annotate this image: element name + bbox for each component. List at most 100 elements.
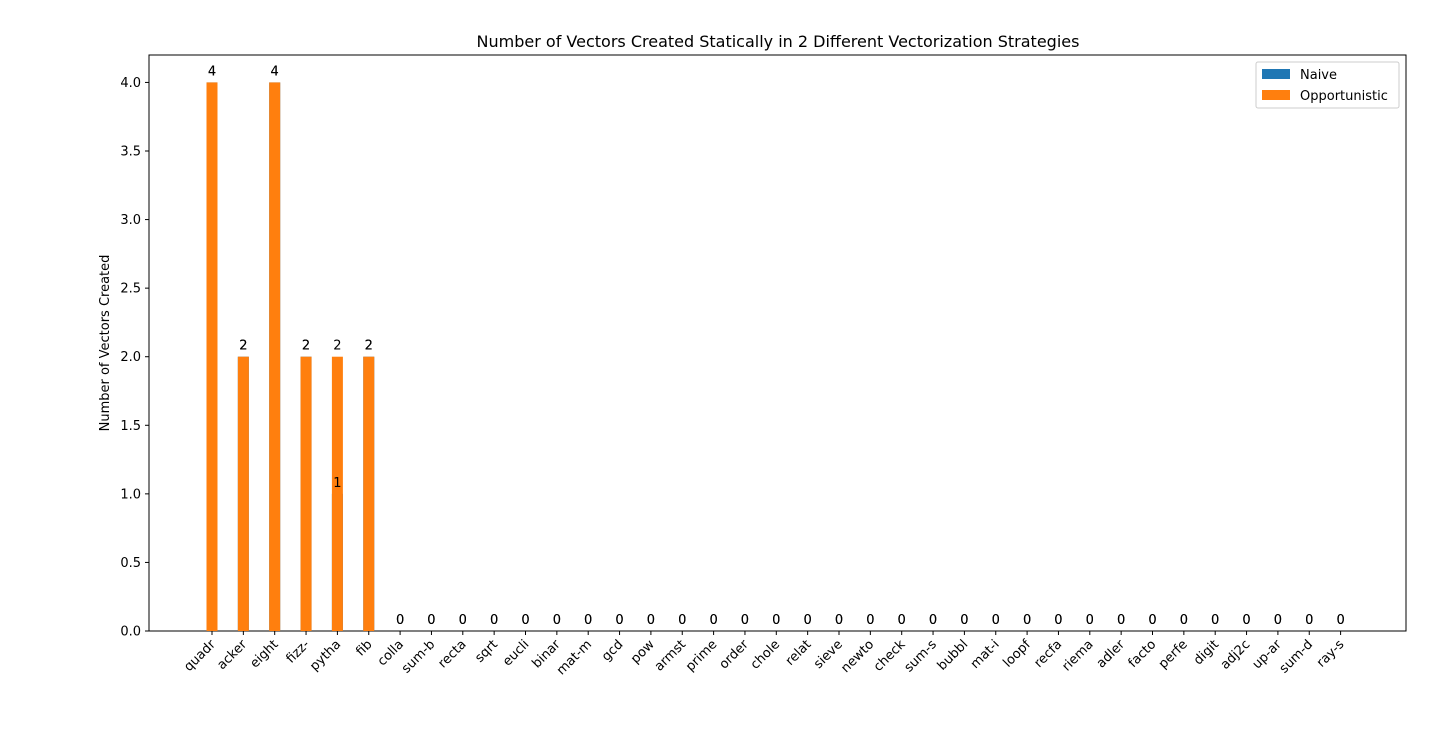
x-tick-label: bubbl [935, 637, 971, 673]
data-label-opportunistic: 2 [302, 339, 310, 354]
x-tick-label: quadr [181, 637, 219, 675]
data-label-opportunistic: 0 [396, 613, 404, 628]
data-label-naive: 0 [898, 613, 906, 628]
x-tick-label: sum-d [1277, 637, 1316, 676]
x-tick-label: perfe [1156, 637, 1191, 672]
data-label-naive: 0 [835, 613, 843, 628]
data-label-naive: 0 [678, 613, 686, 628]
data-label-naive: 0 [1023, 613, 1031, 628]
legend-swatch-naive [1262, 69, 1290, 79]
data-label-opportunistic: 0 [1180, 613, 1188, 628]
data-label-naive: 0 [647, 613, 655, 628]
x-tick-label: eucli [500, 637, 532, 669]
y-tick-label: 1.5 [120, 419, 141, 434]
bar-opportunistic [269, 82, 281, 631]
x-tick-label: sqrt [472, 637, 501, 666]
bar-opportunistic [237, 356, 249, 631]
y-tick-label: 4.0 [120, 76, 141, 91]
x-tick-label: ray-s [1314, 637, 1348, 671]
data-label-opportunistic: 4 [271, 64, 279, 79]
data-label-naive: 2 [365, 339, 373, 354]
data-label-naive: 0 [960, 613, 968, 628]
data-label-naive: 4 [208, 64, 216, 79]
data-label-opportunistic: 0 [459, 613, 467, 628]
y-tick-label: 0.5 [120, 556, 141, 571]
data-label-opportunistic: 0 [1242, 613, 1250, 628]
data-label-opportunistic: 2 [239, 339, 247, 354]
data-label-opportunistic: 0 [709, 613, 717, 628]
x-tick-label: order [717, 637, 753, 673]
legend: Naive Opportunistic [1255, 61, 1400, 109]
data-label-opportunistic: 0 [678, 613, 686, 628]
data-label-opportunistic: 0 [929, 613, 937, 628]
data-label-opportunistic: 0 [804, 613, 812, 628]
data-label-opportunistic: 0 [1023, 613, 1031, 628]
x-tick-label: check [871, 637, 909, 675]
x-tick-label: recta [435, 637, 469, 671]
x-tick-label: fib [353, 637, 375, 659]
chart-title: Number of Vectors Created Statically in … [477, 32, 1080, 51]
data-label-opportunistic: 4 [208, 64, 216, 79]
x-tick-label: facto [1126, 637, 1160, 671]
x-tick-label: adj2c [1218, 637, 1254, 673]
legend-label-naive: Naive [1300, 68, 1337, 83]
x-tick-label: mat-i [968, 637, 1003, 672]
x-tick-label: riema [1059, 637, 1096, 674]
legend-swatch-opportunistic [1262, 90, 1290, 100]
data-label-opportunistic: 0 [992, 613, 1000, 628]
data-label-opportunistic: 0 [427, 613, 435, 628]
data-label-naive: 0 [490, 613, 498, 628]
data-label-opportunistic: 0 [1274, 613, 1282, 628]
x-tick-label: relat [783, 637, 815, 669]
data-label-naive: 0 [396, 613, 404, 628]
data-label-opportunistic: 0 [647, 613, 655, 628]
y-tick-label: 3.5 [120, 145, 141, 160]
data-label-opportunistic: 0 [521, 613, 529, 628]
data-label-opportunistic: 0 [1148, 613, 1156, 628]
data-label-naive: 0 [615, 613, 623, 628]
data-label-naive: 0 [1086, 613, 1094, 628]
bar-opportunistic [206, 82, 218, 631]
data-label-naive: 0 [992, 613, 1000, 628]
data-label-opportunistic: 0 [1336, 613, 1344, 628]
x-tick-label: pytha [307, 637, 344, 674]
data-label-opportunistic: 0 [1117, 613, 1125, 628]
y-tick-label: 0.0 [120, 625, 141, 640]
data-label-naive: 0 [553, 613, 561, 628]
data-label-opportunistic: 0 [741, 613, 749, 628]
data-label-opportunistic: 2 [333, 339, 341, 354]
x-tick-label: digit [1191, 637, 1222, 668]
bar-opportunistic [300, 356, 312, 631]
data-label-naive: 1 [333, 476, 341, 491]
x-tick-label: sum-b [399, 637, 438, 676]
data-label-opportunistic: 0 [835, 613, 843, 628]
x-tick-label: mat-m [554, 637, 595, 678]
data-label-naive: 4 [271, 64, 279, 79]
y-axis-label: Number of Vectors Created [98, 255, 113, 432]
data-label-opportunistic: 0 [1054, 613, 1062, 628]
bar-opportunistic [363, 356, 375, 631]
y-tick-label: 2.0 [120, 350, 141, 365]
data-label-naive: 0 [1054, 613, 1062, 628]
data-label-naive: 0 [1148, 613, 1156, 628]
x-tick-label: loopf [1000, 637, 1034, 671]
data-label-naive: 0 [709, 613, 717, 628]
data-label-opportunistic: 0 [866, 613, 874, 628]
data-label-opportunistic: 0 [772, 613, 780, 628]
x-tick-label: armst [652, 637, 689, 674]
data-label-opportunistic: 0 [1305, 613, 1313, 628]
data-label-naive: 0 [521, 613, 529, 628]
legend-label-opportunistic: Opportunistic [1300, 89, 1388, 104]
x-tick-label: eight [247, 637, 281, 671]
data-label-opportunistic: 0 [898, 613, 906, 628]
x-tick-label: prime [683, 637, 720, 674]
legend-box [1255, 61, 1400, 109]
data-label-opportunistic: 0 [960, 613, 968, 628]
data-label-naive: 0 [1117, 613, 1125, 628]
data-label-opportunistic: 2 [365, 339, 373, 354]
data-label-opportunistic: 0 [615, 613, 623, 628]
data-label-naive: 0 [1211, 613, 1219, 628]
data-label-naive: 0 [1305, 613, 1313, 628]
data-label-opportunistic: 0 [584, 613, 592, 628]
